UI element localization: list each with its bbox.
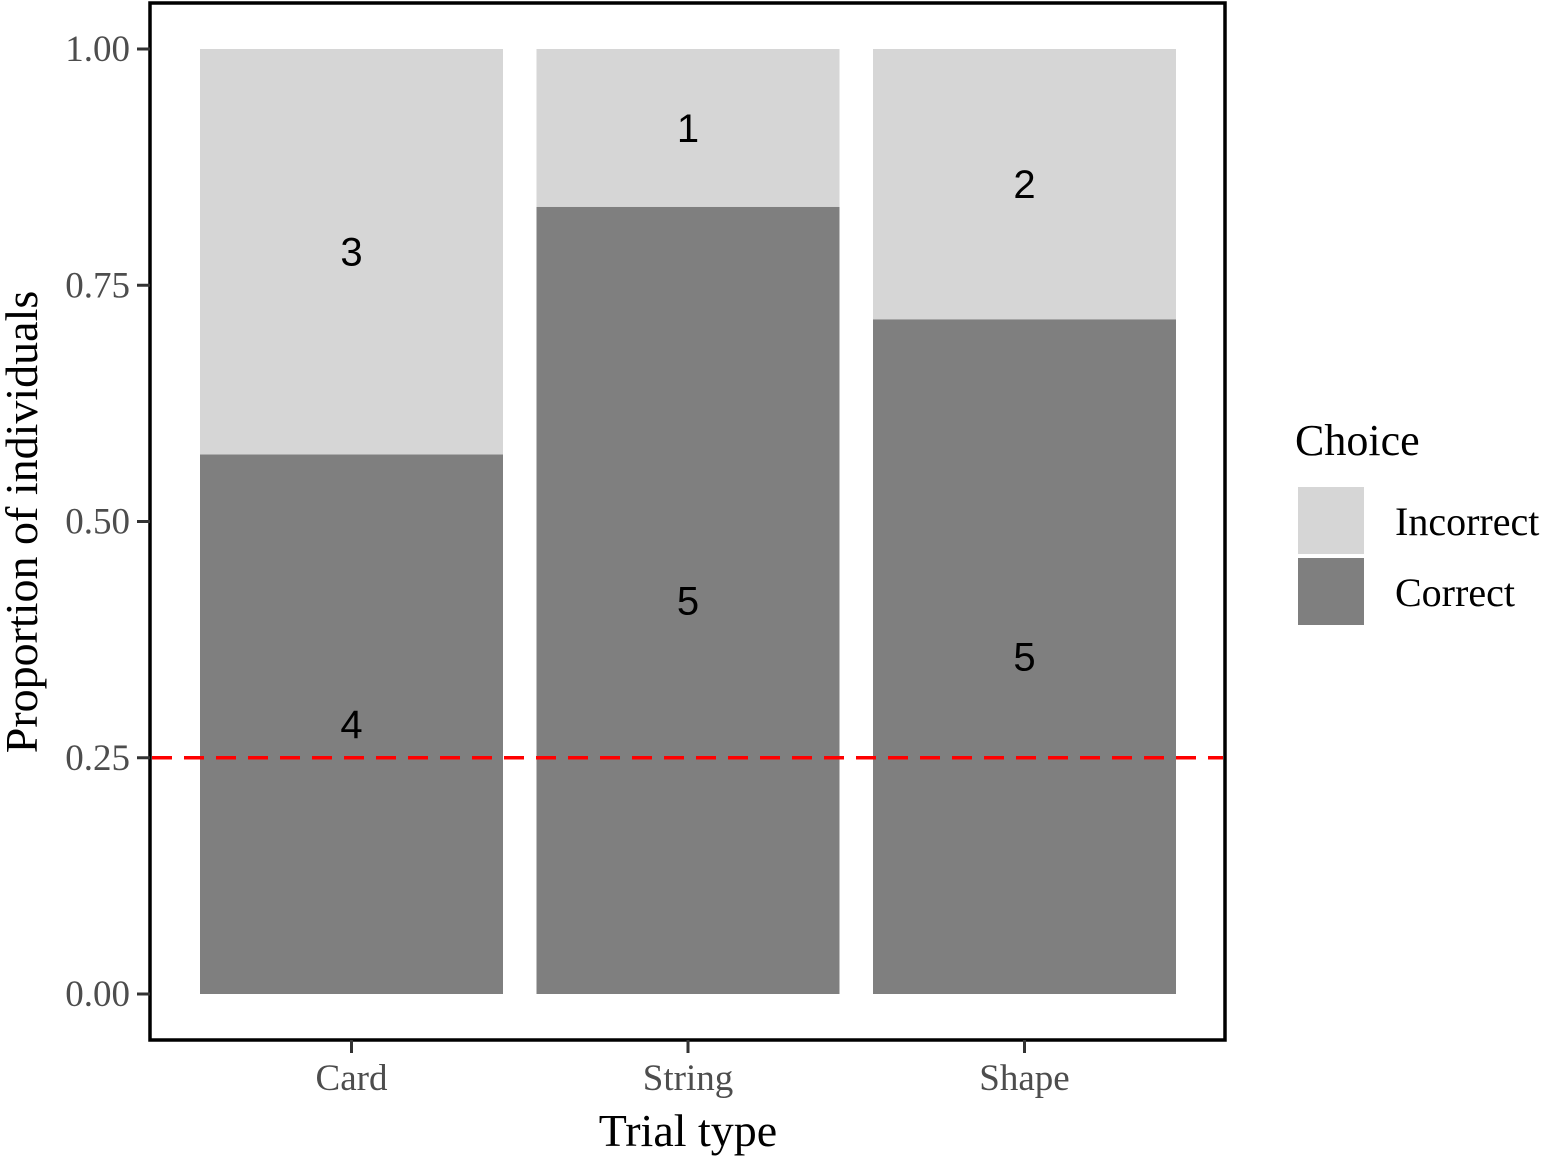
count-label-correct-shape: 5 — [1013, 636, 1035, 680]
count-label-correct-string: 5 — [677, 579, 699, 623]
legend-label-incorrect: Incorrect — [1395, 499, 1539, 544]
legend-label-correct: Correct — [1395, 570, 1515, 615]
x-tick-label-card: Card — [316, 1058, 388, 1099]
count-labels-layer: 4 3 5 1 5 2 — [340, 107, 1035, 747]
bar-correct-card — [200, 454, 503, 994]
bar-incorrect-card — [200, 49, 503, 455]
legend: Choice Incorrect Correct — [1295, 416, 1539, 625]
bars-layer — [200, 49, 1176, 994]
x-axis-title: Trial type — [599, 1105, 777, 1156]
count-label-incorrect-string: 1 — [677, 107, 699, 151]
y-tick-label: 0.25 — [65, 738, 130, 779]
x-tick-label-string: String — [643, 1058, 733, 1099]
legend-key-incorrect — [1298, 487, 1364, 554]
y-tick-label: 0.00 — [65, 974, 130, 1015]
x-axis: Card String Shape — [316, 1040, 1070, 1099]
legend-entries: Incorrect Correct — [1298, 487, 1539, 625]
bar-correct-shape — [873, 319, 1176, 994]
count-label-incorrect-shape: 2 — [1013, 163, 1035, 207]
y-tick-label: 0.75 — [65, 265, 130, 306]
bar-incorrect-string — [536, 49, 840, 207]
y-axis: 0.00 0.25 0.50 0.75 1.00 — [65, 29, 150, 1015]
y-axis-title: Proportion of individuals — [0, 291, 47, 754]
legend-key-correct — [1298, 558, 1364, 625]
legend-title: Choice — [1295, 416, 1420, 465]
count-label-correct-card: 4 — [340, 703, 362, 747]
x-tick-label-shape: Shape — [979, 1058, 1069, 1099]
y-tick-label: 1.00 — [65, 29, 130, 70]
y-tick-label: 0.50 — [65, 502, 130, 543]
bar-incorrect-shape — [873, 49, 1176, 320]
count-label-incorrect-card: 3 — [340, 231, 362, 275]
bar-correct-string — [536, 206, 840, 994]
